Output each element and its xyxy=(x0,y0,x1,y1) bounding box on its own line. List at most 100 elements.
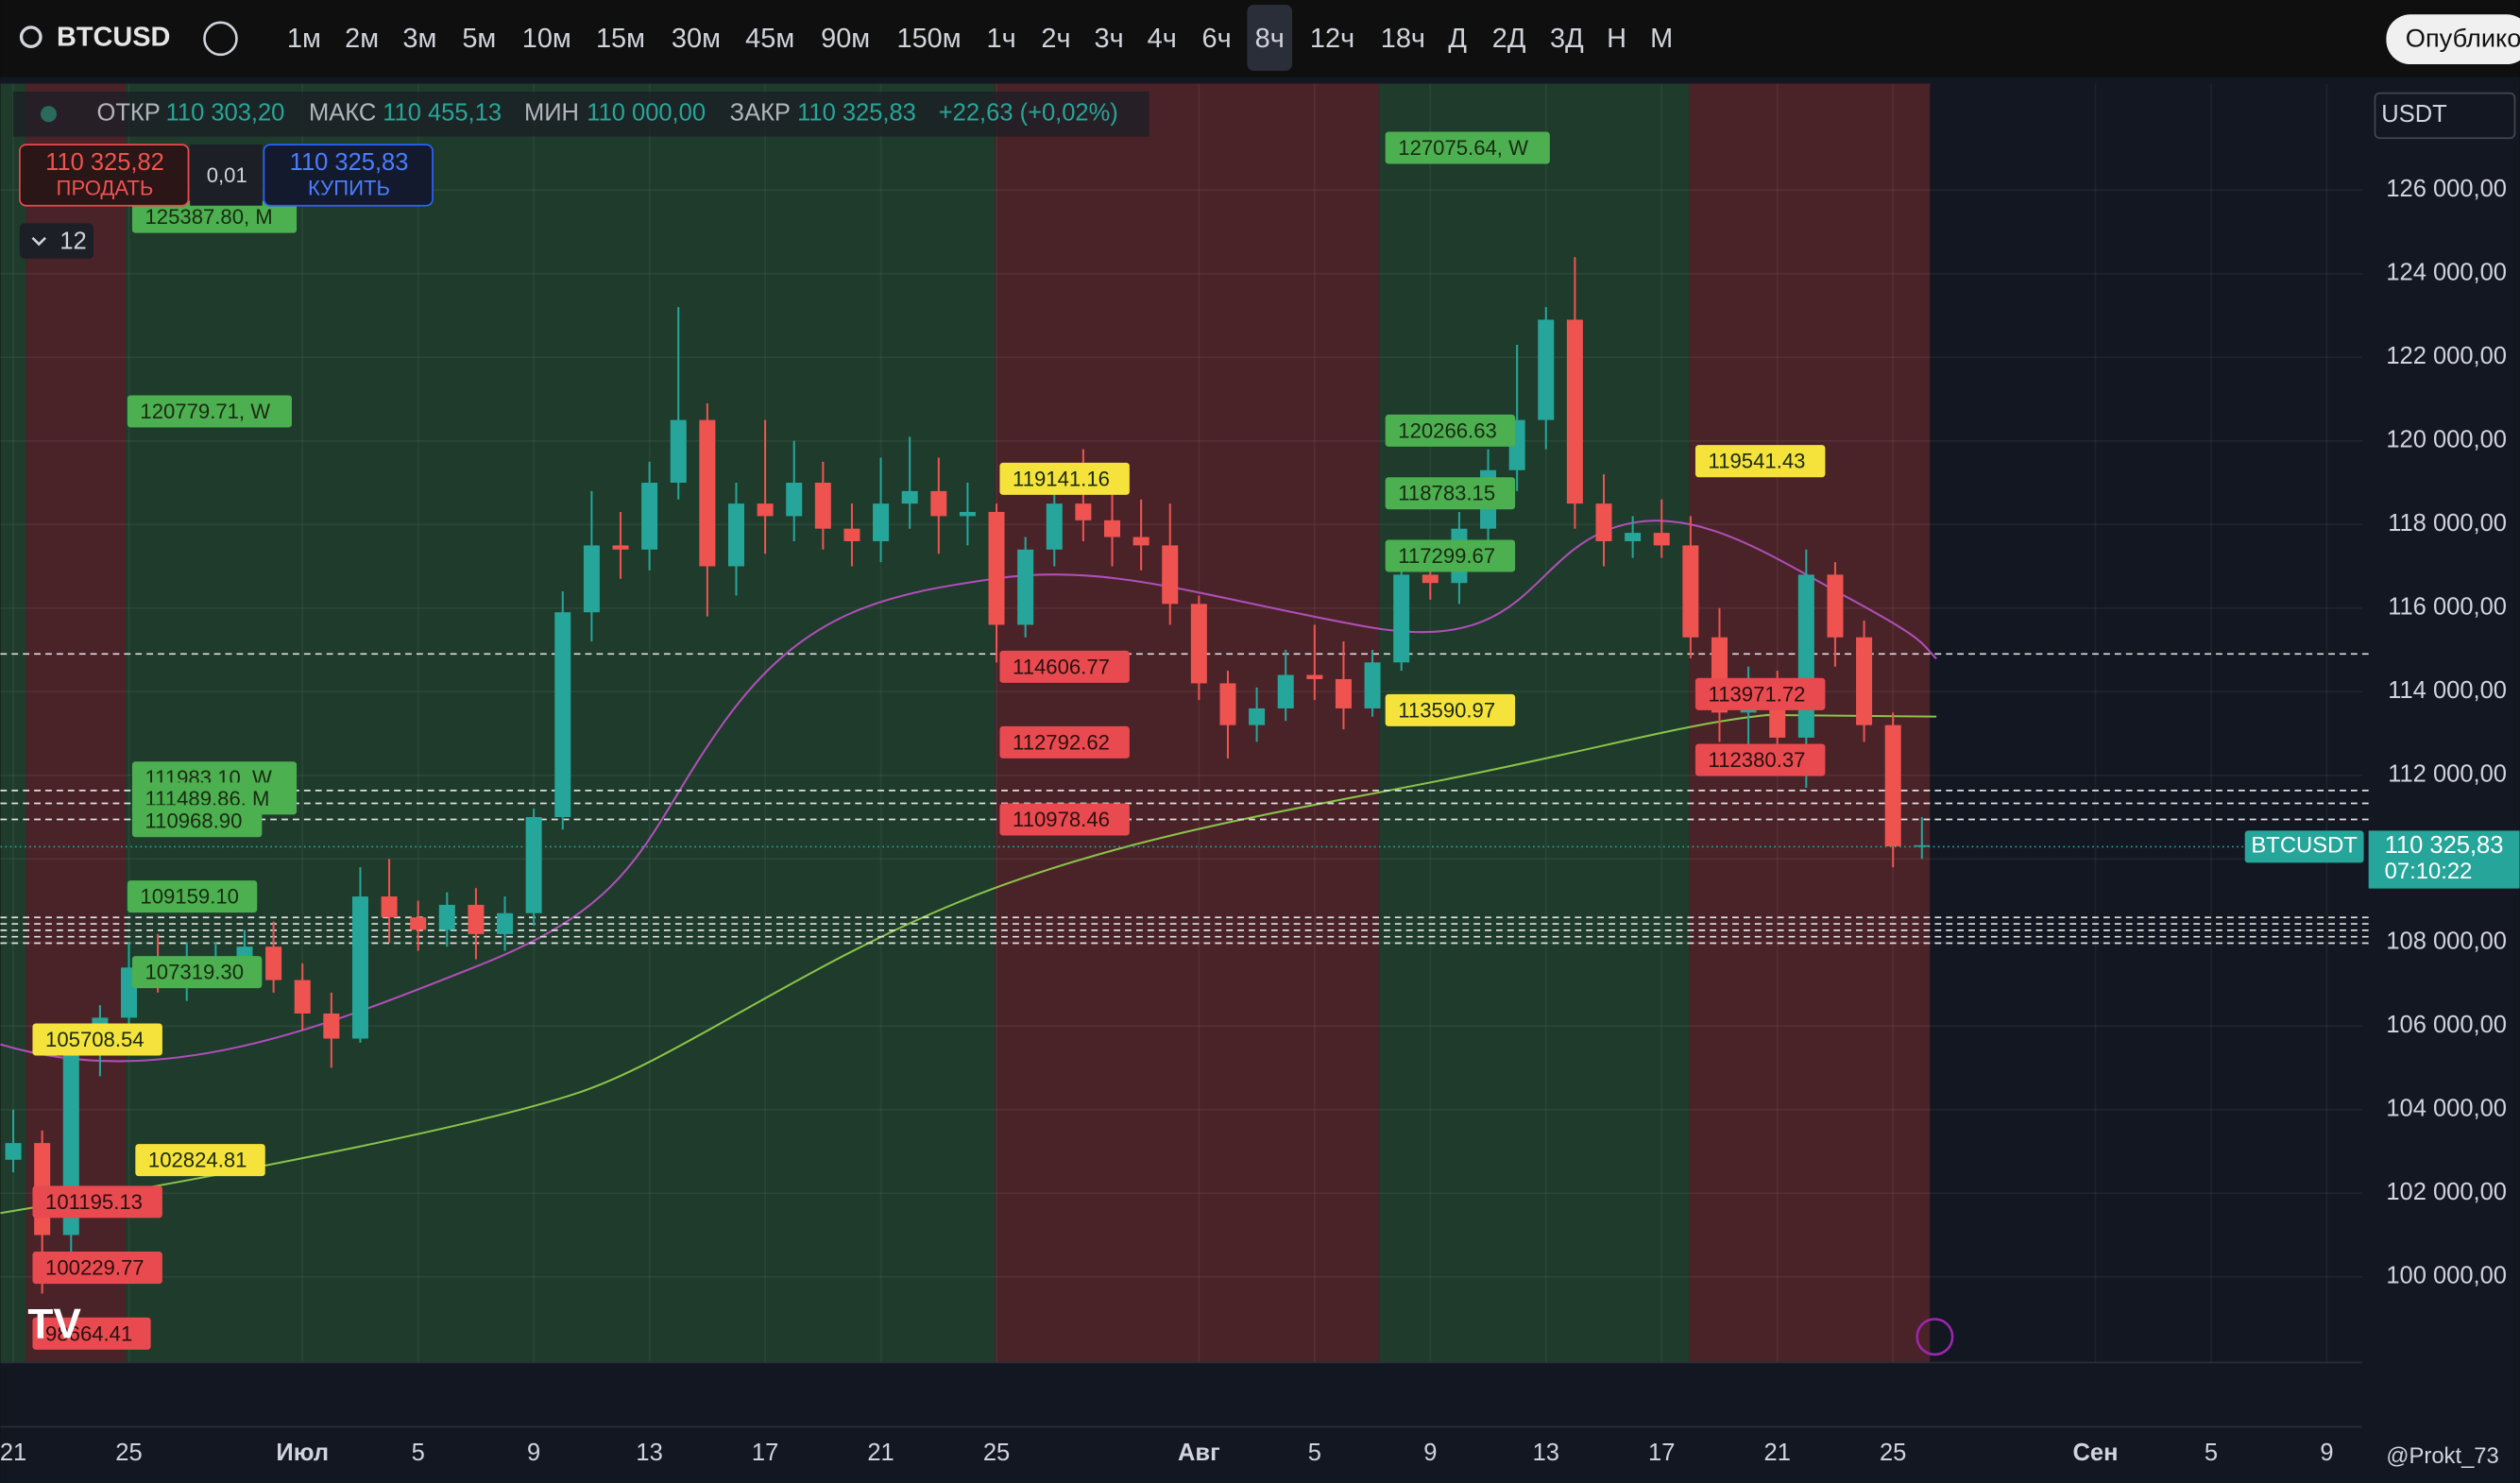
x-tick-label: 5 xyxy=(412,1440,425,1466)
candle-body xyxy=(265,946,282,980)
symbol[interactable]: BTCUSD xyxy=(57,22,170,52)
price-label-bg xyxy=(999,462,1130,495)
x-tick-label: 25 xyxy=(1880,1440,1906,1466)
x-tick-label: 9 xyxy=(2320,1440,2333,1466)
price-label: 117299.67 xyxy=(1398,544,1495,568)
y-tick-label: 100 000,00 xyxy=(2386,1262,2507,1288)
timeframe[interactable]: 90м xyxy=(821,24,870,54)
candle-body xyxy=(1914,844,1931,847)
publish-button[interactable] xyxy=(2386,14,2520,65)
price-label: 113590.97 xyxy=(1398,698,1495,722)
sell-price[interactable]: 110 325,82 xyxy=(45,149,164,176)
price-label-bg xyxy=(1385,414,1516,447)
timeframe[interactable]: 5м xyxy=(462,24,496,54)
trade-panel: 110 325,82 ПРОДАТЬ 0,01 110 325,83 КУПИТ… xyxy=(18,144,434,259)
timeframe[interactable]: М xyxy=(1650,24,1673,54)
qty-box[interactable] xyxy=(190,145,263,206)
low-label: МИН xyxy=(524,100,579,127)
timeframe[interactable]: 30м xyxy=(672,24,721,54)
timeframe[interactable]: 45м xyxy=(745,24,794,54)
last-price-tag xyxy=(2368,830,2520,889)
candle-body xyxy=(1595,503,1612,541)
x-tick-label: 21 xyxy=(1764,1440,1791,1466)
price-label: 120266.63 xyxy=(1398,418,1497,442)
time-axis: 21 25 Июл 5 9 13 17 21 25 Авг 5 9 13 17 21 25 Сен 5 9 xyxy=(0,1440,2334,1466)
add-symbol[interactable] xyxy=(203,21,238,57)
ma-slow xyxy=(0,713,1937,1215)
indicators-count[interactable]: 12 xyxy=(60,229,86,255)
search-icon[interactable] xyxy=(19,26,43,49)
buy-price[interactable]: 110 325,83 xyxy=(290,149,409,176)
timeframe[interactable]: Д xyxy=(1448,24,1467,54)
sell-label[interactable]: ПРОДАТЬ xyxy=(57,177,154,200)
candle-body xyxy=(323,1013,340,1039)
price-label: 127075.64, W xyxy=(1398,136,1528,160)
price-label-bg xyxy=(999,725,1130,759)
timeframe[interactable]: 12ч xyxy=(1310,24,1354,54)
candle-body xyxy=(525,816,542,913)
price-label: 125387.80, M xyxy=(145,205,273,229)
candle-body xyxy=(612,545,629,550)
candle-body xyxy=(1566,319,1583,504)
timeframe[interactable]: 4ч xyxy=(1148,24,1177,54)
price-label: 112792.62 xyxy=(1013,730,1110,754)
indicators-toggle[interactable] xyxy=(19,223,94,259)
price-label: 100229.77 xyxy=(45,1256,145,1280)
candle-body xyxy=(554,612,571,817)
timeframe[interactable]: 150м xyxy=(897,24,962,54)
timeframe[interactable]: 1ч xyxy=(987,24,1016,54)
currency[interactable]: USDT xyxy=(2381,101,2446,128)
timeframe[interactable]: 2ч xyxy=(1041,24,1070,54)
candle-body xyxy=(5,1143,22,1160)
timeframe[interactable]: 3ч xyxy=(1095,24,1124,54)
candle-body xyxy=(1017,549,1034,625)
timeframe[interactable]: 8ч xyxy=(1255,24,1285,54)
alert-icon[interactable] xyxy=(1916,1318,1954,1356)
candle-body xyxy=(873,503,890,541)
low-value: 110 000,00 xyxy=(587,100,706,127)
x-tick-label: 9 xyxy=(527,1440,540,1466)
timeframe[interactable]: 2Д xyxy=(1492,24,1526,54)
buy-button[interactable] xyxy=(263,144,434,207)
buy-label[interactable]: КУПИТЬ xyxy=(308,177,390,200)
price-label-bg xyxy=(1385,539,1516,572)
price-label-bg xyxy=(999,803,1130,836)
sell-button[interactable] xyxy=(18,144,190,207)
qty[interactable]: 0,01 xyxy=(207,163,247,187)
publish-text[interactable]: Опублико xyxy=(2406,24,2520,53)
currency-select[interactable] xyxy=(2374,92,2516,140)
timeframe[interactable]: 18ч xyxy=(1381,24,1425,54)
x-tick-label: 21 xyxy=(867,1440,894,1466)
timeframe[interactable]: 15м xyxy=(596,24,645,54)
price-label: 119141.16 xyxy=(1013,467,1110,490)
legend-bg xyxy=(13,91,1149,137)
timeframe[interactable]: 1м xyxy=(287,24,321,54)
candle-body xyxy=(438,904,455,930)
y-tick-label: 102 000,00 xyxy=(2386,1179,2507,1205)
timeframe[interactable]: 3Д xyxy=(1550,24,1584,54)
price-label-bg xyxy=(32,1185,162,1219)
price-label-bg xyxy=(32,1023,162,1056)
x-tick-label: 25 xyxy=(983,1440,1010,1466)
y-tick-label: 126 000,00 xyxy=(2386,176,2507,202)
change-value: +22,63 (+0,02%) xyxy=(939,100,1118,127)
candles xyxy=(5,257,1931,1294)
candle-body xyxy=(1538,319,1555,420)
candle-body xyxy=(1162,545,1179,605)
price-label-bg xyxy=(127,880,258,913)
timeframe[interactable]: Н xyxy=(1607,24,1626,54)
timeframe[interactable]: 3м xyxy=(402,24,436,54)
symbol-tag-text: BTCUSDT xyxy=(2251,833,2357,859)
timeframe[interactable]: 2м xyxy=(345,24,379,54)
timeframe[interactable]: 10м xyxy=(522,24,571,54)
ma-fast xyxy=(0,520,1937,1063)
zone-red xyxy=(995,83,1379,1363)
price-label: 113971.72 xyxy=(1709,682,1806,706)
candle-body xyxy=(757,503,774,517)
price-label: 119541.43 xyxy=(1709,450,1806,473)
symbol-tag xyxy=(2244,830,2364,863)
timeframe[interactable]: 6ч xyxy=(1202,24,1232,54)
panel-gap xyxy=(0,1362,2362,1427)
last-price: 110 325,83 xyxy=(2385,832,2504,859)
